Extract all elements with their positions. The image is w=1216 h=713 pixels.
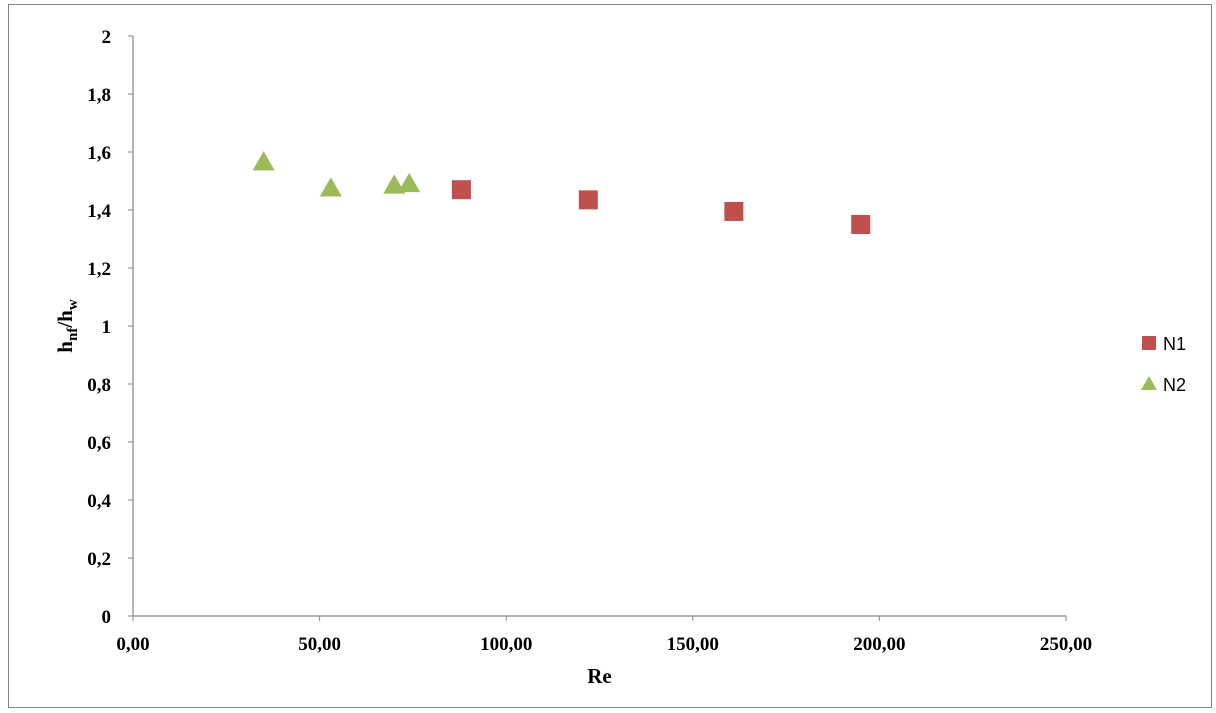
- y-tick-label: 1,4: [87, 201, 111, 222]
- legend-swatch-N2: [1141, 376, 1157, 390]
- x-tick-label: 50,00: [298, 634, 341, 655]
- y-tick-label: 0: [102, 607, 112, 628]
- legend-item-N1: N1: [1142, 334, 1186, 354]
- y-tick-label: 0,4: [87, 491, 111, 512]
- x-tick-label: 0,00: [116, 634, 149, 655]
- y-tick-label: 1,2: [87, 259, 111, 280]
- x-tick-label: 200,00: [853, 634, 905, 655]
- y-tick-label: 0,6: [87, 433, 111, 454]
- y-axis-title-sub-nf: nf: [65, 327, 81, 341]
- y-axis-title-mid: /h: [53, 310, 77, 329]
- point-N2: [319, 177, 342, 197]
- data-points: [252, 151, 871, 234]
- legend: N1 N2: [1141, 334, 1186, 395]
- x-axis-title: Re: [587, 664, 612, 688]
- y-axis-title-sub-w: w: [65, 299, 81, 310]
- y-axis-title-main: h: [53, 341, 77, 353]
- point-N1: [578, 190, 598, 210]
- legend-swatch-N1: [1142, 336, 1156, 350]
- y-tick-label: 0,2: [87, 549, 111, 570]
- y-tick-label: 1: [102, 317, 112, 338]
- x-axis-ticks: 0,00 50,00 100,00 150,00 200,00 250,00: [116, 616, 1092, 655]
- point-N2: [383, 174, 406, 194]
- point-N1: [724, 201, 744, 221]
- x-tick-label: 100,00: [480, 634, 532, 655]
- legend-label-N2: N2: [1163, 375, 1186, 395]
- point-N1: [851, 215, 871, 234]
- y-tick-label: 2: [102, 27, 112, 48]
- y-axis-ticks: 0 0,2 0,4 0,6 0,8 1 1,2 1,4 1,6 1,8 2: [87, 27, 133, 628]
- point-N1: [451, 180, 471, 200]
- x-tick-label: 250,00: [1040, 634, 1092, 655]
- series-N1: [451, 180, 871, 234]
- axes: [132, 36, 1066, 617]
- point-N2: [252, 151, 275, 171]
- y-tick-label: 1,6: [87, 143, 111, 164]
- legend-item-N2: N2: [1141, 375, 1186, 395]
- chart-frame: [8, 4, 1212, 708]
- y-tick-label: 1,8: [87, 85, 111, 106]
- y-tick-label: 0,8: [87, 375, 111, 396]
- point-N2: [398, 172, 421, 193]
- x-tick-label: 150,00: [667, 634, 719, 655]
- legend-label-N1: N1: [1163, 334, 1186, 354]
- y-axis-title: hnf/hw: [53, 299, 81, 353]
- series-N2: [252, 151, 421, 197]
